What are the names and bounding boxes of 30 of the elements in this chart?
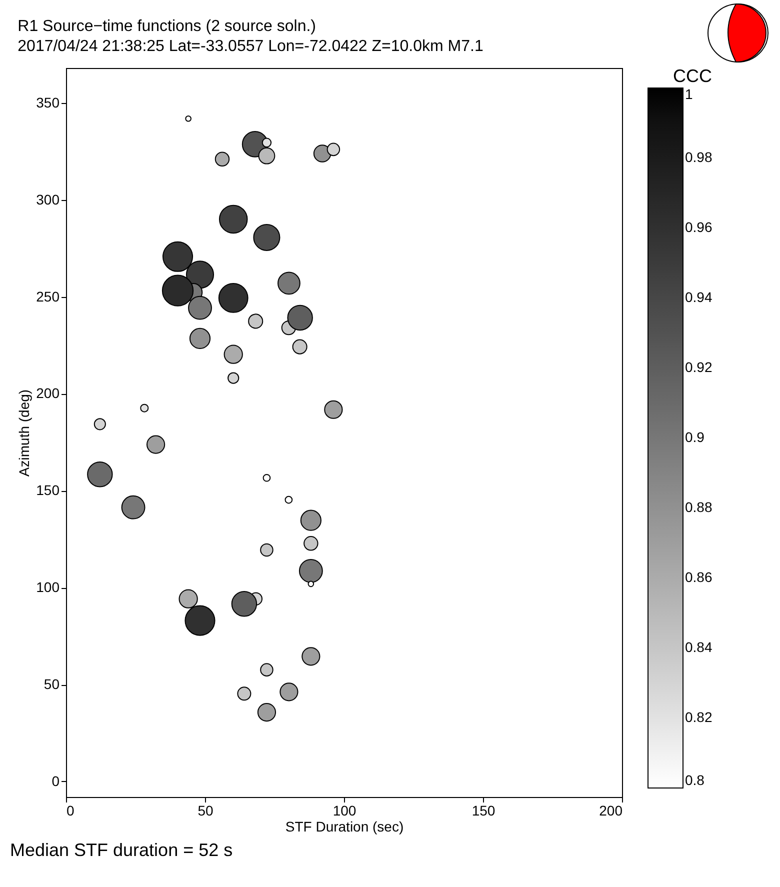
y-tick-label: 150 [36,482,60,498]
x-tick-label: 50 [198,802,214,818]
color-bar-title: CCC [673,66,712,86]
color-bar-label: 0.94 [685,289,712,305]
color-bar-label: 0.9 [685,429,705,445]
y-tick-label: 350 [36,94,60,110]
y-tick-label: 0 [52,772,60,789]
x-tick-label: 0 [66,802,74,818]
chart-subtitle: 2017/04/24 21:38:25 Lat=-33.0557 Lon=-72.0422 Z=10.0km M7.1 [18,38,484,55]
x-tick-label: 200 [599,802,623,818]
color-bar-label: 0.84 [685,639,712,655]
color-bar-label: 0.92 [685,359,712,375]
color-bar-label: 0.96 [685,219,712,235]
x-axis-title: STF Duration (sec) [285,818,404,834]
color-bar-label: 0.98 [685,149,712,165]
y-tick-label: 200 [36,385,60,402]
color-bar-label: 1 [685,86,693,102]
x-tick-label: 150 [472,802,496,818]
y-tick-label: 50 [44,676,60,692]
color-bar-label: 0.88 [685,499,712,515]
color-bar-label: 0.82 [685,709,712,725]
color-bar-label: 0.86 [685,569,712,585]
y-tick-label: 100 [36,579,60,596]
text: Median STF duration = 52 s [10,840,233,861]
chart-title: R1 Source−time functions (2 source soln.) [18,18,316,35]
y-tick-label: 250 [36,288,60,304]
color-bar-label: 0.8 [685,772,705,788]
y-axis-title: Azimuth (deg) [16,389,32,477]
x-tick-label: 100 [332,802,356,818]
y-tick-label: 300 [36,191,60,208]
